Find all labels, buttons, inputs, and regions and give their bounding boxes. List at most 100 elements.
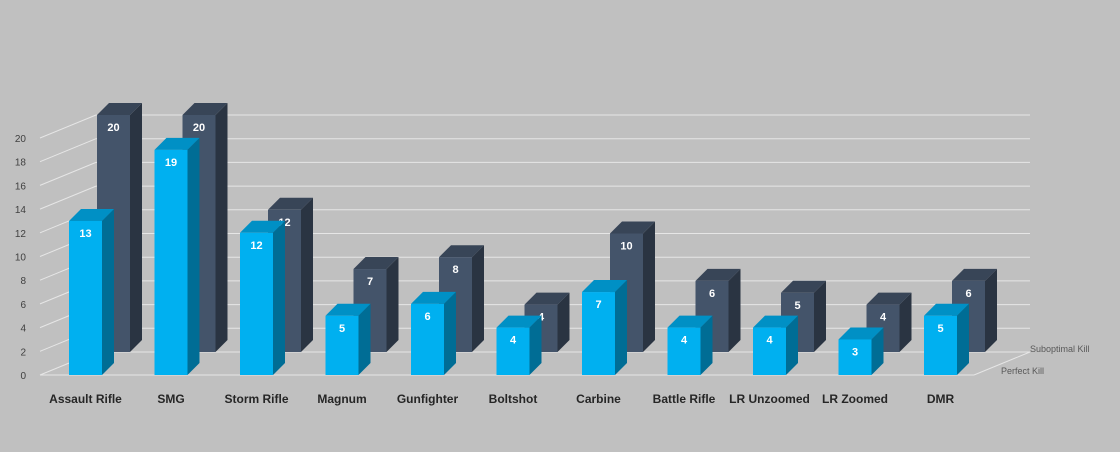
x-tick-label: Carbine: [576, 392, 621, 406]
bar-side: [786, 315, 798, 375]
bar-perfect-kill: [240, 232, 273, 375]
bar-top: [268, 197, 313, 210]
data-label: 8: [452, 264, 458, 276]
bar-side: [301, 197, 313, 352]
floor-side: [973, 351, 1031, 376]
bar-perfect-kill: [69, 220, 102, 375]
bar-perfect-kill: [924, 315, 957, 375]
y-tick-label: 8: [20, 276, 26, 287]
bar-side: [615, 280, 627, 375]
bar-perfect-kill: [667, 327, 701, 375]
bar-top: [411, 291, 456, 304]
bar-perfect-kill: [838, 339, 872, 375]
bar-top: [952, 268, 997, 281]
bar-perfect-kill: [411, 303, 444, 375]
data-label: 3: [852, 346, 858, 358]
y-tick-label: 2: [20, 347, 26, 358]
data-label: 5: [339, 323, 345, 335]
bar-side: [728, 268, 741, 352]
data-label: 5: [937, 323, 943, 335]
bar-perfect-kill: [325, 315, 359, 375]
y-tick-label: 14: [15, 205, 27, 216]
bar-top: [69, 208, 114, 221]
y-tick-label: 0: [20, 371, 26, 382]
data-label: 4: [766, 335, 773, 347]
y-tick-label: 4: [20, 324, 26, 335]
bar-side: [444, 291, 456, 375]
bar-side: [187, 137, 200, 375]
bar-side: [102, 208, 114, 375]
data-label: 6: [965, 288, 971, 300]
bar-perfect-kill: [496, 327, 530, 375]
data-label: 12: [250, 240, 262, 252]
data-label: 6: [709, 288, 715, 300]
bar-side: [985, 268, 997, 352]
y-tick-label: 16: [15, 181, 27, 192]
data-label: 20: [193, 122, 205, 134]
legend-perfect-kill: Perfect Kill: [1001, 366, 1044, 376]
bar-side: [643, 221, 655, 352]
bar-side: [899, 292, 912, 352]
bar-perfect-kill: [753, 327, 786, 375]
bar-side: [358, 303, 371, 375]
legend-suboptimal-kill: Suboptimal Kill: [1030, 344, 1090, 354]
x-tick-label: Boltshot: [489, 392, 538, 406]
bar-top: [924, 303, 969, 316]
bar-side: [957, 303, 969, 375]
bar-top: [695, 268, 741, 281]
data-label: 20: [107, 122, 119, 134]
bar-top: [667, 315, 713, 328]
bar-side: [557, 292, 570, 352]
y-tick-label: 10: [15, 253, 27, 264]
bar-side: [700, 315, 713, 375]
x-tick-label: DMR: [927, 392, 955, 406]
bar-top: [838, 327, 884, 340]
x-tick-label: SMG: [157, 392, 184, 406]
x-tick-label: Gunfighter: [397, 392, 459, 406]
bar-side: [871, 327, 884, 375]
x-tick-label: Assault Rifle: [49, 392, 122, 406]
bar-side: [472, 245, 484, 352]
gridline-side: [39, 138, 97, 163]
y-tick-label: 12: [15, 229, 27, 240]
bar-top: [325, 303, 371, 316]
bar-top: [240, 220, 285, 233]
y-tick-label: 6: [20, 300, 26, 311]
bar-top: [610, 221, 655, 234]
x-tick-label: LR Zoomed: [822, 392, 888, 406]
gridline-side: [39, 185, 97, 210]
bar-top: [524, 292, 570, 305]
bar-top: [439, 245, 484, 258]
bar-side: [529, 315, 542, 375]
data-label: 6: [424, 311, 430, 323]
bar-side: [215, 103, 228, 352]
bar-top: [781, 280, 826, 293]
data-label: 7: [595, 299, 601, 311]
data-label: 5: [794, 300, 800, 312]
bar-top: [154, 137, 200, 150]
bar-top: [353, 257, 399, 270]
bar-side: [130, 103, 142, 352]
bar-side: [273, 220, 285, 375]
data-label: 4: [510, 335, 517, 347]
data-label: 4: [880, 312, 887, 324]
bar-perfect-kill: [582, 292, 615, 375]
bar-top: [182, 103, 228, 115]
bar-top: [496, 315, 542, 328]
gridline-side: [39, 161, 97, 186]
data-label: 10: [620, 241, 632, 253]
x-tick-label: LR Unzoomed: [729, 392, 810, 406]
bar-perfect-kill: [154, 149, 188, 375]
bar-top: [97, 103, 142, 115]
bar-side: [386, 257, 399, 352]
y-tick-label: 20: [15, 134, 27, 145]
gridline-side: [39, 114, 97, 139]
bar-top: [866, 292, 912, 305]
x-tick-label: Battle Rifle: [653, 392, 716, 406]
x-tick-label: Magnum: [317, 392, 366, 406]
data-label: 19: [165, 157, 177, 169]
data-label: 13: [79, 228, 91, 240]
x-tick-label: Storm Rifle: [224, 392, 288, 406]
